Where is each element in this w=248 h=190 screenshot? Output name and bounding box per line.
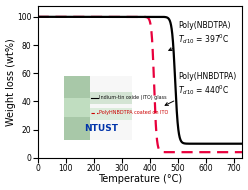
Y-axis label: Weight loss (wt%): Weight loss (wt%) [5, 38, 16, 126]
X-axis label: Temperature (°C): Temperature (°C) [98, 174, 182, 184]
Text: Poly(NBDTPA)
$T_{d10}$ = 397$^0$C: Poly(NBDTPA) $T_{d10}$ = 397$^0$C [169, 21, 230, 51]
Text: Poly(HNBDTPA)
$T_{d10}$ = 440$^0$C: Poly(HNBDTPA) $T_{d10}$ = 440$^0$C [165, 72, 236, 105]
